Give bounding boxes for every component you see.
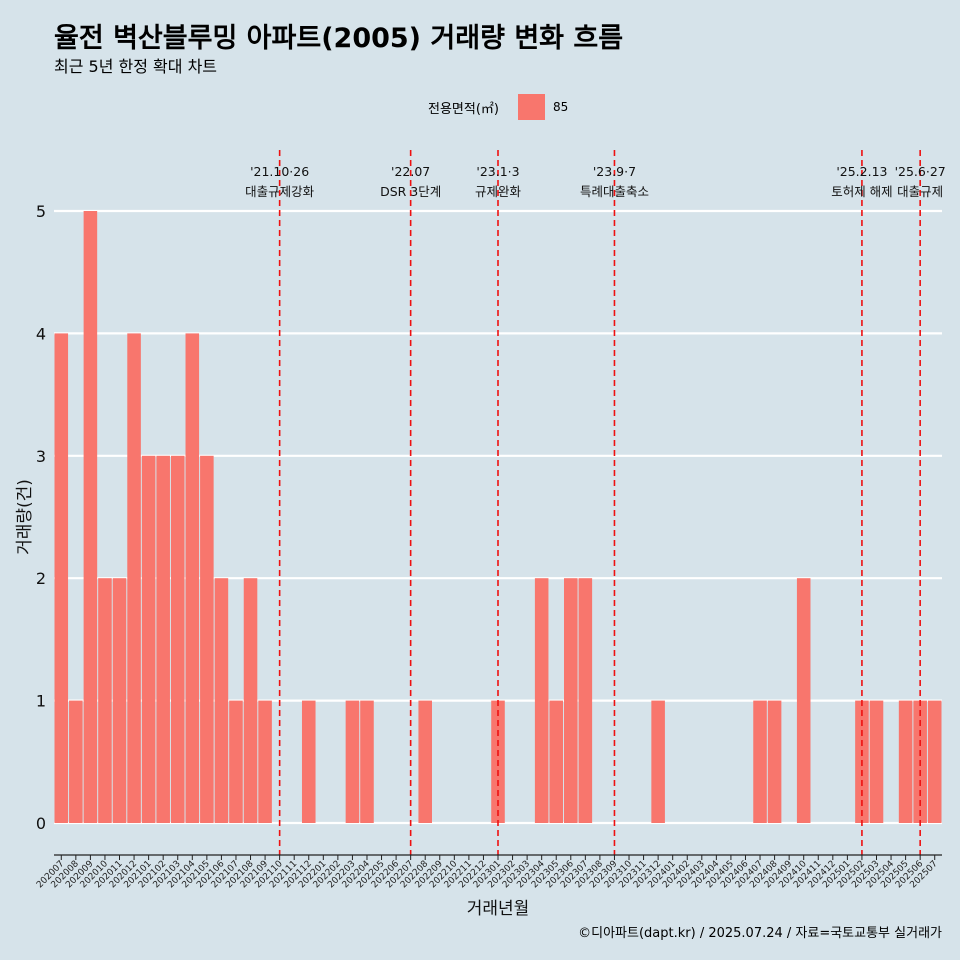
bar xyxy=(345,700,360,823)
bar xyxy=(258,700,272,823)
y-tick-label: 3 xyxy=(36,447,46,466)
bar xyxy=(54,333,69,823)
bar xyxy=(243,578,258,823)
chart-title: 율전 벽산블루밍 아파트(2005) 거래량 변화 흐름 xyxy=(54,23,624,54)
event-date: '23.1·3 xyxy=(476,164,519,179)
bar xyxy=(549,700,564,823)
y-tick-label: 4 xyxy=(36,324,46,343)
bar xyxy=(69,700,83,823)
bar xyxy=(578,578,593,823)
y-tick-label: 5 xyxy=(36,202,46,221)
x-axis-title: 거래년월 xyxy=(467,899,530,919)
event-date: '21.10·26 xyxy=(250,164,309,179)
bar xyxy=(869,700,884,823)
event-label: 특례대출축소 xyxy=(580,184,649,199)
y-axis-title: 거래량(건) xyxy=(15,479,35,555)
event-date: '23.9·7 xyxy=(593,164,636,179)
caption: ©디아파트(dapt.kr) / 2025.07.24 / 자료=국토교통부 실… xyxy=(578,926,942,941)
event-label: 규제완화 xyxy=(475,184,522,199)
bar xyxy=(651,700,665,823)
event-label: 대출규제강화 xyxy=(245,184,315,199)
bar xyxy=(898,700,913,823)
bar xyxy=(534,578,549,823)
bar xyxy=(98,578,112,823)
event-label: 대출규제 xyxy=(897,184,943,199)
bar xyxy=(229,700,243,823)
event-date: '22.07 xyxy=(391,164,430,179)
bar xyxy=(112,578,127,823)
chart-subtitle: 최근 5년 한정 확대 차트 xyxy=(54,57,218,76)
bar xyxy=(418,700,432,823)
event-date: '25.2.13 xyxy=(836,164,887,179)
bar xyxy=(127,333,141,823)
event-label: DSR 3단계 xyxy=(380,184,441,199)
y-tick-label: 2 xyxy=(36,569,46,588)
bar xyxy=(214,578,229,823)
event-date: '25.6·27 xyxy=(895,164,946,179)
bar xyxy=(185,333,200,823)
bar xyxy=(767,700,782,823)
bar xyxy=(564,578,578,823)
y-tick-label: 0 xyxy=(36,814,46,833)
legend-swatch xyxy=(518,94,545,120)
y-tick-label: 1 xyxy=(36,692,46,711)
bar xyxy=(200,455,214,823)
bar xyxy=(360,700,374,823)
bar xyxy=(796,578,811,823)
bar xyxy=(301,700,316,823)
bar xyxy=(156,455,170,823)
bar xyxy=(753,700,767,823)
bar xyxy=(927,700,942,823)
bar xyxy=(170,455,185,823)
legend-title: 전용면적(㎡) xyxy=(428,102,499,117)
event-label: 토허제 해제 xyxy=(831,184,892,199)
legend: 전용면적(㎡) 85 xyxy=(0,92,960,122)
bar xyxy=(141,455,156,823)
legend-label: 85 xyxy=(553,100,569,114)
bar xyxy=(83,211,98,823)
